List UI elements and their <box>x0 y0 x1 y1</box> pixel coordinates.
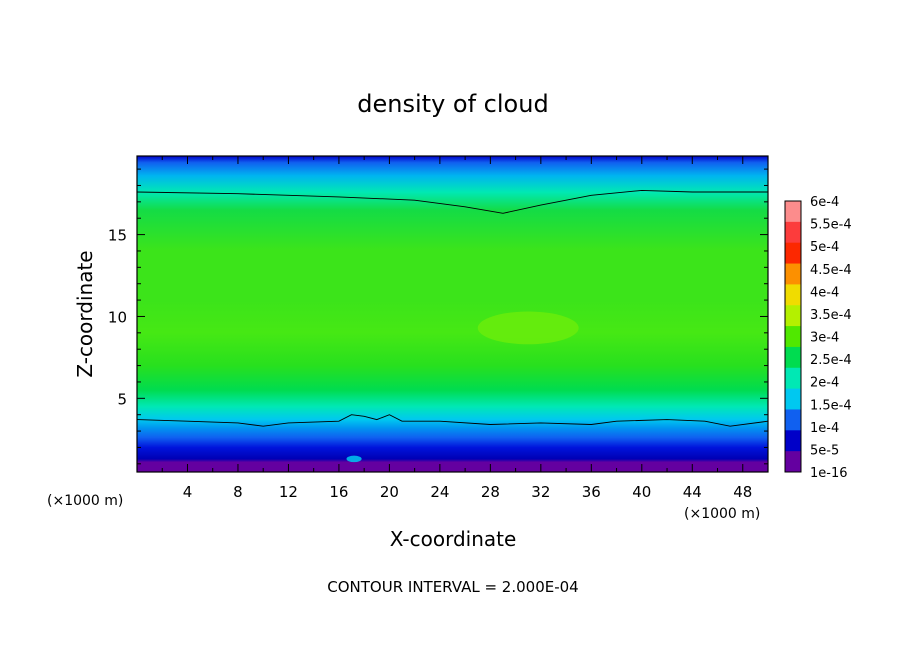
x-tick-label: 36 <box>582 483 601 501</box>
x-tick-label: 16 <box>329 483 348 501</box>
density-field <box>137 156 768 472</box>
x-tick-label: 20 <box>380 483 399 501</box>
colorbar-swatch <box>785 242 801 265</box>
colorbar-label: 5.5e-4 <box>810 218 852 233</box>
colorbar-label: 6e-4 <box>810 195 839 210</box>
colorbar: 6e-4 5.5e-4 5e-4 4.5e-4 4e-4 3.5e-4 3e-4 2.5e-4… <box>784 195 852 481</box>
field-patch-1 <box>346 455 362 463</box>
x-unit-left: (×1000 m) <box>47 493 123 509</box>
y-axis-label: Z-coordinate <box>73 250 97 377</box>
colorbar-swatch <box>785 305 801 327</box>
plot-frame <box>136 155 769 473</box>
colorbar-swatch <box>785 201 801 223</box>
x-axis-label: X-coordinate <box>390 527 517 551</box>
colorbar-label: 1e-4 <box>810 421 839 436</box>
colorbar-swatch <box>785 346 801 369</box>
y-axis-ticks: 5 10 15 <box>108 168 768 465</box>
colorbar-swatch <box>785 451 801 473</box>
colorbar-swatch <box>785 326 801 348</box>
x-tick-label: 12 <box>279 483 298 501</box>
colorbar-label: 5e-4 <box>810 240 839 255</box>
plot-area <box>137 156 768 472</box>
x-tick-label: 40 <box>632 483 651 501</box>
x-unit-right: (×1000 m) <box>684 506 760 522</box>
colorbar-swatch <box>785 430 801 452</box>
field-patches <box>346 311 579 463</box>
colorbar-label: 1e-16 <box>810 466 848 481</box>
colorbar-label: 3e-4 <box>810 331 839 346</box>
colorbar-swatch <box>785 284 801 306</box>
colorbar-label: 2.5e-4 <box>810 353 852 368</box>
x-tick-label: 44 <box>683 483 702 501</box>
colorbar-label: 4e-4 <box>810 285 839 300</box>
y-tick-label: 5 <box>117 390 127 408</box>
colorbar-label: 1.5e-4 <box>810 398 852 413</box>
contour-line-0 <box>137 189 768 214</box>
x-axis-ticks: 4 8 12 16 20 24 28 32 36 40 44 48 <box>161 156 752 501</box>
x-tick-label: 48 <box>733 483 752 501</box>
y-tick-label: 15 <box>108 227 127 245</box>
contour-interval-note: CONTOUR INTERVAL = 2.000E-04 <box>327 578 578 596</box>
colorbar-swatch <box>785 367 801 390</box>
colorbar-frame <box>784 200 802 473</box>
colorbar-swatch <box>785 263 801 285</box>
x-tick-label: 24 <box>430 483 449 501</box>
colorbar-label: 2e-4 <box>810 376 839 391</box>
colorbar-swatch <box>785 221 801 244</box>
field-patch-0 <box>477 311 579 345</box>
colorbar-label: 3.5e-4 <box>810 308 852 323</box>
chart-title: density of cloud <box>357 90 548 118</box>
colorbar-swatch <box>785 388 801 410</box>
contour-lines <box>137 189 768 427</box>
colorbar-label: 5e-5 <box>810 443 839 458</box>
x-tick-label: 8 <box>233 483 243 501</box>
contour-line-1 <box>137 414 768 427</box>
colorbar-swatch <box>785 409 801 431</box>
colorbar-label: 4.5e-4 <box>810 263 852 278</box>
x-tick-label: 28 <box>481 483 500 501</box>
x-tick-label: 32 <box>531 483 550 501</box>
y-tick-label: 10 <box>108 308 127 326</box>
x-tick-label: 4 <box>183 483 193 501</box>
